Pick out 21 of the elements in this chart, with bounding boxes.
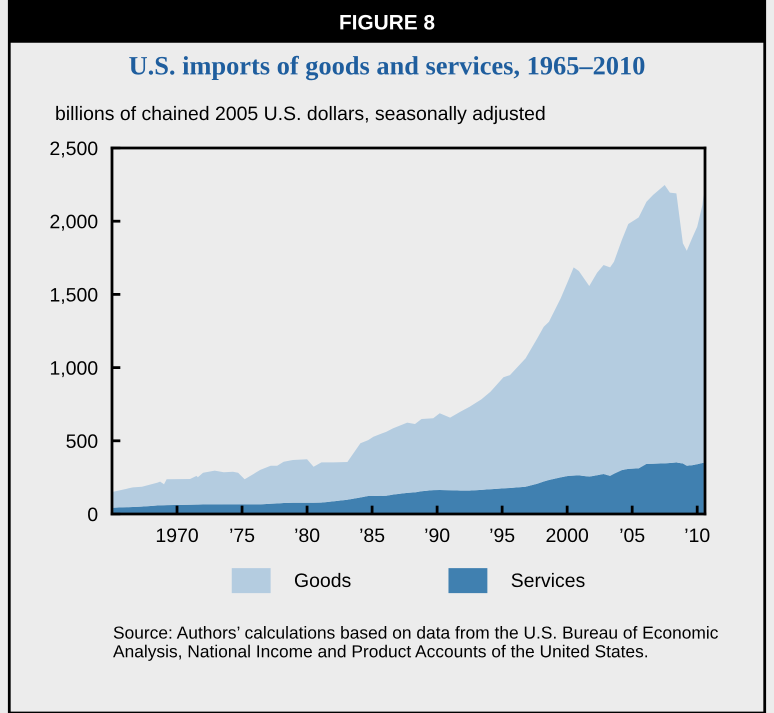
source-note: Source: Authors’ calculations based on data from the U.S. Bureau of Economic Analysis, National Income and Product Accounts of the United States. [113, 626, 718, 661]
x-tick-label: ’80 [295, 528, 320, 542]
x-tick-label: ’85 [360, 528, 384, 542]
x-tick-label: ’95 [490, 528, 514, 542]
x-tick-label: ’10 [685, 528, 710, 542]
y-tick-label: 500 [66, 434, 98, 448]
x-tick-label: 2000 [546, 528, 588, 542]
chart-title: U.S. imports of goods and services, 1965–2010 [129, 56, 644, 80]
legend-label: Goods [294, 572, 351, 588]
x-tick-label: ’75 [230, 528, 254, 542]
y-axis-title: billions of chained 2005 U.S. dollars, seasonally adjusted [56, 106, 544, 124]
x-tick-label: ’90 [425, 528, 450, 542]
x-tick-label: ’05 [620, 528, 644, 542]
y-tick-label: 1,000 [50, 361, 98, 378]
y-tick-label: 2,500 [50, 141, 98, 158]
y-tick-label: 2,000 [50, 214, 98, 231]
x-tick-label: 1970 [156, 528, 198, 542]
legend-label: Services [512, 572, 585, 588]
y-tick-label: 1,500 [50, 288, 98, 304]
y-tick-label: 0 [88, 507, 98, 522]
caption: FIGURE 8 [340, 14, 434, 30]
